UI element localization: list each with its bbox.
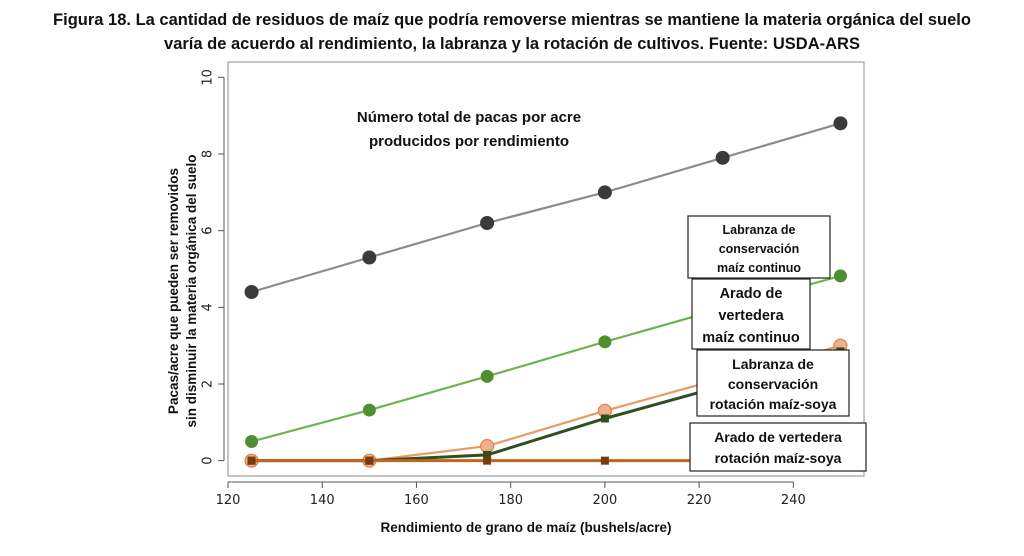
y-axis-label-line-2: sin disminuir la materia orgánica del su… xyxy=(184,154,199,427)
annotation-cons_rot-line-2: conservación xyxy=(728,376,818,392)
data-point-cons_cont xyxy=(480,369,494,383)
annotation-arado_rot-line-2: rotación maíz-soya xyxy=(715,450,842,466)
x-tick-label: 160 xyxy=(404,493,429,508)
y-tick-label: 10 xyxy=(201,69,216,86)
data-point-cons_rot xyxy=(483,450,492,459)
figure-title-line-1: Figura 18. La cantidad de residuos de ma… xyxy=(53,11,971,29)
annotation-total-line-1: Número total de pacas por acre xyxy=(357,109,581,126)
series-total xyxy=(244,116,848,299)
data-point-arado_rot xyxy=(247,456,256,465)
x-tick-label: 180 xyxy=(498,493,523,508)
figure-title: Figura 18. La cantidad de residuos de ma… xyxy=(0,8,1024,56)
x-tick-label: 140 xyxy=(310,493,335,508)
y-tick-label: 4 xyxy=(201,303,216,311)
data-point-cons_cont xyxy=(245,435,259,448)
annotation-arado_cont-line-3: maíz continuo xyxy=(702,330,800,346)
y-tick-label: 6 xyxy=(201,227,216,235)
annotation-box-cons_cont xyxy=(687,215,831,279)
annotation-box-cons_rot xyxy=(696,349,850,417)
y-axis-label-line-1: Pacas/acre que pueden ser removidos xyxy=(166,168,181,414)
annotation-box-arado_cont xyxy=(691,278,811,350)
annotation-total-line-2: producidos por rendimiento xyxy=(369,133,569,150)
data-point-arado_rot xyxy=(600,456,609,465)
data-point-arado_rot xyxy=(483,456,492,465)
y-tick-label: 0 xyxy=(201,457,216,465)
data-point-total xyxy=(480,216,495,230)
annotations: Número total de pacas por acre producidos… xyxy=(357,109,867,472)
annotation-cons_cont-line-1: Labranza de xyxy=(723,223,796,237)
series-line-total xyxy=(251,122,841,294)
x-tick-label: 240 xyxy=(781,493,806,508)
annotation-cons_cont-line-2: conservación xyxy=(719,242,800,256)
x-tick-label: 200 xyxy=(592,493,617,508)
y-tick-label: 8 xyxy=(201,150,216,158)
annotation-cons_cont-line-3: maíz continuo xyxy=(717,261,801,275)
data-point-total xyxy=(244,285,259,299)
figure-title-line-2: varía de acuerdo al rendimiento, la labr… xyxy=(164,35,860,53)
data-point-total xyxy=(833,116,848,131)
annotation-arado_cont-line-1: Arado de xyxy=(720,286,783,302)
annotation-box-arado_rot xyxy=(689,422,867,472)
y-tick-label: 2 xyxy=(201,380,216,388)
data-point-total xyxy=(715,150,730,165)
annotation-arado_cont-line-2: vertedera xyxy=(718,308,784,324)
annotation-cons_rot-line-3: rotación maíz-soya xyxy=(710,396,837,412)
data-point-total xyxy=(597,185,612,200)
data-point-arado_rot xyxy=(365,456,374,465)
data-point-cons_rot xyxy=(600,414,609,423)
data-point-cons_cont xyxy=(598,335,612,349)
annotation-arado_rot-line-1: Arado de vertedera xyxy=(714,429,842,445)
plot-frame xyxy=(227,61,865,477)
data-point-arado_cont xyxy=(480,439,495,454)
x-tick-label: 120 xyxy=(216,493,241,508)
data-point-cons_cont xyxy=(833,269,847,283)
x-tick-label: 220 xyxy=(687,493,712,508)
plot-area-border xyxy=(227,61,865,477)
axes: 120 140 160 180 200 220 240 0 2 4 6 8 10 xyxy=(201,69,806,508)
data-point-cons_cont xyxy=(362,403,376,417)
axis-labels: Rendimiento de grano de maíz (bushels/ac… xyxy=(166,154,672,535)
data-point-total xyxy=(362,250,377,265)
x-axis-label: Rendimiento de grano de maíz (bushels/ac… xyxy=(380,520,671,535)
annotation-cons_rot-line-1: Labranza de xyxy=(732,356,814,372)
